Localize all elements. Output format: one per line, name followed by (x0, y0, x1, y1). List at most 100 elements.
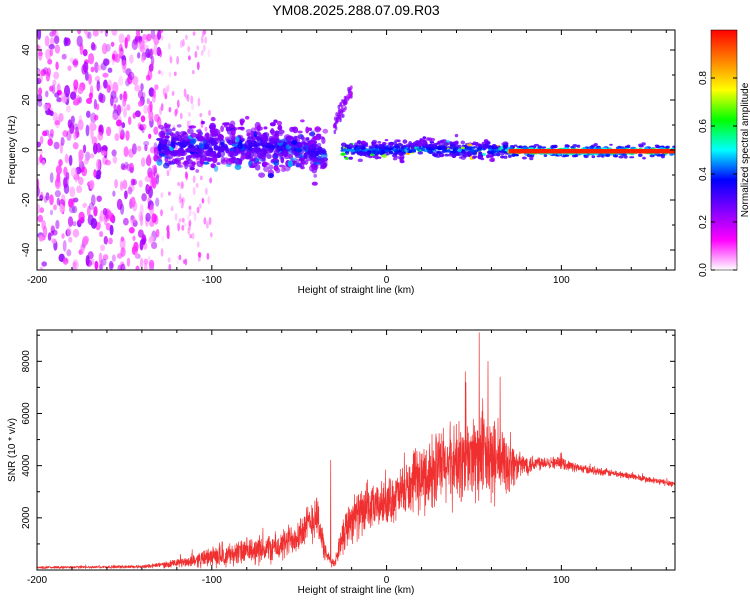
spectrogram-cell (148, 259, 155, 269)
spectrogram-cell (206, 252, 210, 260)
spectrogram-cell (493, 145, 498, 149)
spectrogram-cell (149, 100, 153, 113)
spectrogram-cell (88, 52, 95, 65)
spectrogram-cell (171, 141, 176, 148)
spectrogram-cell (312, 135, 319, 141)
spectrogram-cell (94, 260, 99, 270)
colorbar-tick-label: 0.0 (698, 263, 709, 277)
spectrogram-cell (144, 144, 148, 152)
spectrogram-cell (277, 126, 283, 131)
spectrogram-cell (120, 203, 125, 215)
spectrogram-cell (176, 55, 180, 65)
spectrogram-cell (203, 30, 207, 35)
spectrogram-cell (90, 217, 98, 229)
spectrogram-cell (131, 143, 137, 155)
spectrogram-cell (171, 127, 176, 132)
snr-x-tick-label: -100 (202, 575, 222, 586)
spectrogram-cell (166, 84, 170, 93)
spectrogram-cell (227, 139, 234, 146)
spectrogram-cell (39, 154, 43, 164)
spectrogram-cell (160, 248, 164, 257)
spectrogram-cell (137, 41, 143, 49)
spectrogram-cell (203, 44, 206, 52)
spectrogram-cell (151, 177, 157, 189)
spectrogram-cell (275, 140, 283, 144)
spectrogram-cell (197, 148, 205, 154)
snr-y-tick-label: 2000 (21, 506, 32, 529)
spectrogram-cell (262, 140, 268, 145)
spectrogram-cell (163, 162, 170, 169)
spectrogram-cell (166, 169, 170, 177)
spectrogram-cell (450, 150, 456, 154)
spectrogram-cell (128, 116, 132, 126)
spectrogram-cell (62, 240, 67, 252)
spectrogram-cell (609, 143, 613, 146)
spectrogram-cell (180, 202, 184, 209)
spectrogram-cell (454, 133, 459, 138)
spectrogram-cells (37, 30, 675, 270)
spectrogram-cell (250, 127, 256, 133)
spectrogram-cell (513, 144, 518, 147)
spectrogram-cell (308, 127, 313, 132)
spectrogram-cell (63, 37, 68, 47)
spectrogram-cell (107, 67, 113, 73)
spectrogram-cell (313, 173, 318, 178)
spectrogram-cell (175, 107, 179, 115)
spectrogram-cell (357, 158, 363, 163)
spectrogram-cell (466, 143, 473, 147)
spectrogram-cell (150, 61, 154, 72)
spectrogram-cell (185, 34, 188, 41)
spectrogram-cell (186, 120, 190, 128)
colorbar-gradient (710, 29, 738, 271)
spectrogram-cell (188, 119, 192, 126)
spectrogram-cell (169, 132, 176, 136)
spectrogram-cell (99, 263, 103, 270)
spectrogram-cell (161, 235, 165, 242)
spectrogram-cell (269, 122, 276, 127)
spectrogram-cell (302, 146, 307, 150)
spectrogram-cell (47, 232, 52, 241)
spectrogram-cell (337, 109, 341, 114)
spectrogram-cell (321, 136, 326, 145)
spectrogram-cell (486, 154, 490, 159)
spectrogram-cell (188, 112, 191, 117)
spectrogram-cell (197, 256, 201, 262)
spectrogram-cell (135, 265, 140, 270)
spectrogram-cell (102, 72, 109, 78)
spectrogram-cell (119, 180, 124, 191)
spectrogram-cell (190, 95, 194, 105)
spectrogram-cell (656, 154, 661, 157)
spectrogram-cell (225, 127, 230, 132)
spectrogram-cell (49, 209, 54, 216)
spectrogram-cell (305, 126, 310, 134)
spectrogram-cell (112, 190, 116, 197)
spectrogram-cell (160, 35, 164, 41)
spectrogram-cell (149, 204, 155, 215)
spectrogram-cell (402, 139, 408, 144)
spectrogram-cell (297, 153, 305, 159)
spectrogram-cell (66, 226, 72, 237)
spectrogram-cell (638, 145, 644, 148)
spectrogram-cell (290, 140, 298, 146)
spectrogram-cell (157, 116, 162, 128)
snr-x-tick-label: -200 (27, 575, 47, 586)
spectrogram-cell (37, 178, 40, 190)
spectrogram-cell (368, 155, 373, 159)
spectrogram-cell (70, 115, 75, 124)
spectrogram-cell (472, 155, 478, 158)
spectrogram-cell (166, 153, 174, 160)
spectrogram-cell (453, 144, 460, 148)
spectrogram-cell (511, 153, 516, 158)
spectrogram-cell (435, 150, 441, 154)
spectrogram-cell (175, 159, 181, 166)
spectrogram-cell (188, 125, 193, 129)
spectrogram-cell (120, 263, 126, 270)
spectrogram-cell (82, 49, 88, 57)
spectrogram-cell (623, 155, 628, 159)
snr-x-tick-label: 0 (384, 575, 390, 586)
spectrogram-cell (428, 137, 432, 142)
spectrogram-cell (564, 144, 571, 148)
spectrogram-cell (186, 214, 190, 220)
spectrogram-cell (53, 35, 60, 45)
